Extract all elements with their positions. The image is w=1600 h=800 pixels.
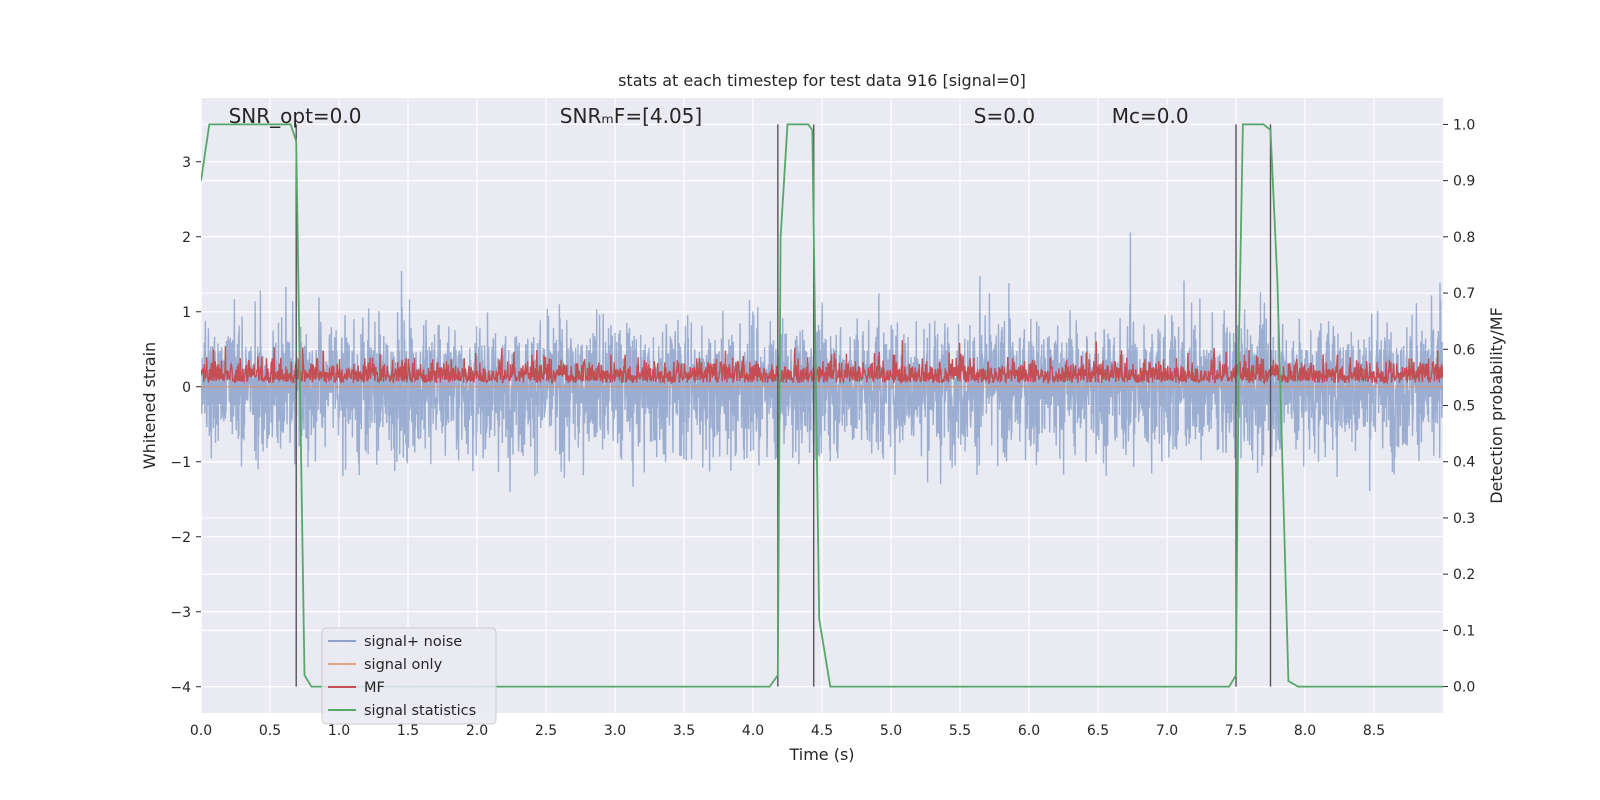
legend-label-2: MF <box>364 680 385 696</box>
x-tick-label: 1.5 <box>397 723 419 739</box>
y2-tick-label: 0.9 <box>1453 174 1475 190</box>
x-tick-label: 2.5 <box>535 723 557 739</box>
y-axis-label: Whitened strain <box>140 342 159 469</box>
y-tick-label: 3 <box>182 155 191 171</box>
y2-tick-label: 0.5 <box>1453 399 1475 415</box>
y2-tick-label: 0.0 <box>1453 680 1475 696</box>
x-axis-label: Time (s) <box>788 745 854 764</box>
y-tick-label: −4 <box>170 680 191 696</box>
y2-tick-label: 0.8 <box>1453 230 1475 246</box>
y-tick-label: −2 <box>170 530 191 546</box>
x-tick-label: 3.5 <box>673 723 695 739</box>
x-tick-label: 2.0 <box>466 723 488 739</box>
x-tick-label: 5.0 <box>880 723 902 739</box>
x-tick-label: 6.5 <box>1087 723 1109 739</box>
x-tick-label: 7.0 <box>1156 723 1178 739</box>
y-tick-label: 0 <box>182 380 191 396</box>
y2-tick-label: 0.1 <box>1453 623 1475 639</box>
series-layer <box>201 123 1443 688</box>
annotations: SNR_opt=0.0 SNRₘF=[4.05] S=0.0 Mc=0.0 <box>229 104 1189 128</box>
x-tick-label: 6.0 <box>1018 723 1040 739</box>
y2-axis-label: Detection probability/MF <box>1487 307 1506 504</box>
x-tick-label: 8.5 <box>1363 723 1385 739</box>
legend-label-3: signal statistics <box>364 703 476 719</box>
y-tick-label: 1 <box>182 305 191 321</box>
legend: signal+ noise signal only MF signal statist… <box>321 627 497 725</box>
x-tick-label: 1.0 <box>328 723 350 739</box>
x-tick-label: 5.5 <box>949 723 971 739</box>
y2-tick-label: 0.3 <box>1453 511 1475 527</box>
legend-label-1: signal only <box>364 657 443 673</box>
annotation-0: SNR_opt=0.0 <box>229 104 362 128</box>
x-tick-label: 4.0 <box>742 723 764 739</box>
annotation-2: S=0.0 <box>974 104 1035 128</box>
series-signal-statistics-line <box>201 123 1443 688</box>
y2-tick-label: 0.2 <box>1453 567 1475 583</box>
x-tick-label: 8.0 <box>1294 723 1316 739</box>
y-tick-label: −1 <box>170 455 191 471</box>
x-tick-label: 3.0 <box>604 723 626 739</box>
ticks: 0.0 0.5 1.0 1.5 2.0 2.5 3.0 3.5 4.0 4.5 5.0 5.5 6.0 6… <box>170 117 1475 739</box>
y2-tick-label: 0.4 <box>1453 455 1475 471</box>
x-tick-label: 0.5 <box>259 723 281 739</box>
y2-tick-label: 0.7 <box>1453 286 1475 302</box>
y2-tick-label: 1.0 <box>1453 117 1475 133</box>
y-tick-label: −3 <box>170 605 191 621</box>
annotation-1: SNRₘF=[4.05] <box>560 104 702 128</box>
x-tick-label: 0.0 <box>190 723 212 739</box>
legend-box <box>321 627 497 725</box>
x-tick-label: 7.5 <box>1225 723 1247 739</box>
y-tick-label: 2 <box>182 230 191 246</box>
x-tick-label: 4.5 <box>811 723 833 739</box>
annotation-3: Mc=0.0 <box>1112 104 1189 128</box>
chart-title: stats at each timestep for test data 916… <box>618 71 1026 90</box>
y2-tick-label: 0.6 <box>1453 342 1475 358</box>
legend-label-0: signal+ noise <box>364 634 462 650</box>
